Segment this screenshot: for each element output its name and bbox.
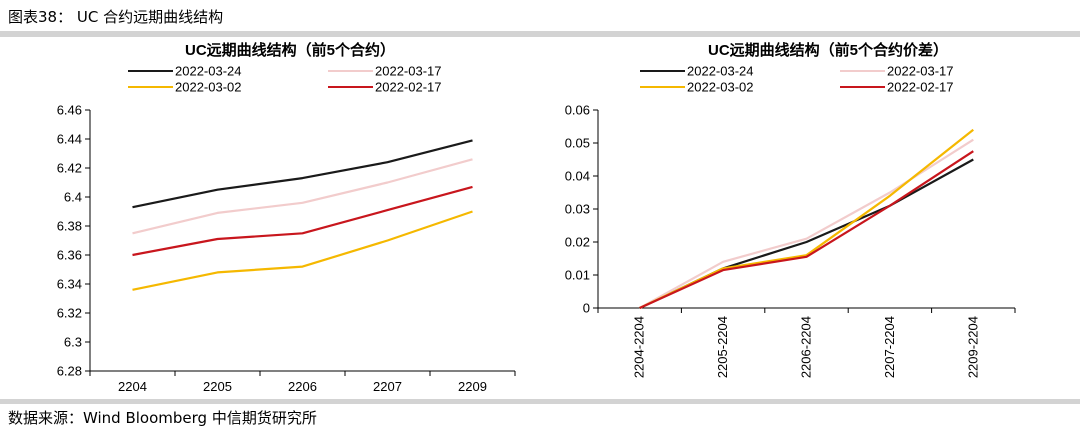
bottom-rule xyxy=(0,399,1080,404)
series-line-2022-03-02 xyxy=(132,210,473,291)
x-tick-label: 2207 xyxy=(373,379,402,394)
figure-title: 图表38： UC 合约远期曲线结构 xyxy=(8,8,224,26)
y-tick-label: 6.4 xyxy=(64,190,82,205)
x-tick-label: 2204 xyxy=(118,379,147,394)
y-tick-label: 6.42 xyxy=(57,161,82,176)
series-line-2022-02-17 xyxy=(132,185,473,257)
y-tick-label: 0.04 xyxy=(565,169,590,184)
y-tick-label: 6.36 xyxy=(57,248,82,263)
legend-label-2022-03-24: 2022-03-24 xyxy=(687,64,754,79)
series-line-2022-03-17 xyxy=(639,138,974,309)
y-tick-label: 6.38 xyxy=(57,219,82,234)
y-tick-label: 6.3 xyxy=(64,335,82,350)
series-line-2022-03-24 xyxy=(132,139,473,209)
chart-left: UC远期曲线结构（前5个合约）2022-03-24 2022-03-172022-… xyxy=(57,41,516,394)
series-line-2022-03-17 xyxy=(132,158,473,235)
y-tick-label: 0.06 xyxy=(565,103,590,118)
legend-label-2022-03-02: 2022-03-02 xyxy=(175,80,242,95)
legend-label-2022-03-17: 2022-03-17 xyxy=(887,64,954,79)
x-tick-label: 2207-2204 xyxy=(882,316,897,378)
legend-label-2022-03-02: 2022-03-02 xyxy=(687,80,754,95)
x-tick-label: 2209-2204 xyxy=(965,316,980,378)
y-tick-label: 0 xyxy=(583,301,590,316)
x-tick-label: 2204-2204 xyxy=(632,316,647,378)
legend-label-2022-03-17: 2022-03-17 xyxy=(375,64,442,79)
y-tick-label: 0.02 xyxy=(565,235,590,250)
chart-title: UC远期曲线结构（前5个合约价差） xyxy=(708,41,948,59)
x-tick-label: 2209 xyxy=(458,379,487,394)
chart-right: UC远期曲线结构（前5个合约价差）2022-03-24 2022-03-17202… xyxy=(565,41,1016,378)
legend-label-2022-02-17: 2022-02-17 xyxy=(887,80,954,95)
y-tick-label: 6.44 xyxy=(57,132,82,147)
y-tick-label: 0.01 xyxy=(565,268,590,283)
y-tick-label: 6.32 xyxy=(57,306,82,321)
y-tick-label: 0.05 xyxy=(565,136,590,151)
x-tick-label: 2206-2204 xyxy=(799,316,814,378)
y-tick-label: 6.28 xyxy=(57,364,82,379)
chart-title: UC远期曲线结构（前5个合约） xyxy=(185,41,395,59)
x-tick-label: 2205 xyxy=(203,379,232,394)
y-tick-label: 6.46 xyxy=(57,103,82,118)
y-tick-label: 6.34 xyxy=(57,277,82,292)
legend-label-2022-02-17: 2022-02-17 xyxy=(375,80,442,95)
x-tick-label: 2206 xyxy=(288,379,317,394)
legend-label-2022-03-24: 2022-03-24 xyxy=(175,64,242,79)
x-tick-label: 2205-2204 xyxy=(715,316,730,378)
top-rule xyxy=(0,31,1080,37)
y-tick-label: 0.03 xyxy=(565,202,590,217)
series-line-2022-02-17 xyxy=(639,150,974,310)
source-note: 数据来源：Wind Bloomberg 中信期货研究所 xyxy=(8,409,317,427)
